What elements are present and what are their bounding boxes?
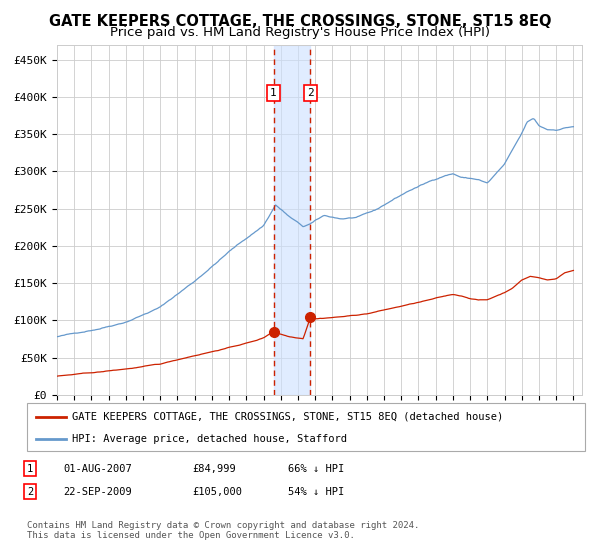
Text: £84,999: £84,999 — [192, 464, 236, 474]
Text: HPI: Average price, detached house, Stafford: HPI: Average price, detached house, Staf… — [72, 434, 347, 444]
Text: 1: 1 — [27, 464, 33, 474]
Text: GATE KEEPERS COTTAGE, THE CROSSINGS, STONE, ST15 8EQ (detached house): GATE KEEPERS COTTAGE, THE CROSSINGS, STO… — [72, 412, 503, 422]
Text: 01-AUG-2007: 01-AUG-2007 — [63, 464, 132, 474]
Text: Contains HM Land Registry data © Crown copyright and database right 2024.
This d: Contains HM Land Registry data © Crown c… — [27, 521, 419, 540]
Text: Price paid vs. HM Land Registry's House Price Index (HPI): Price paid vs. HM Land Registry's House … — [110, 26, 490, 39]
Text: 1: 1 — [270, 88, 277, 98]
Bar — [274, 45, 310, 395]
Text: 66% ↓ HPI: 66% ↓ HPI — [288, 464, 344, 474]
Text: £105,000: £105,000 — [192, 487, 242, 497]
Text: 22-SEP-2009: 22-SEP-2009 — [63, 487, 132, 497]
Text: 54% ↓ HPI: 54% ↓ HPI — [288, 487, 344, 497]
Text: GATE KEEPERS COTTAGE, THE CROSSINGS, STONE, ST15 8EQ: GATE KEEPERS COTTAGE, THE CROSSINGS, STO… — [49, 14, 551, 29]
Text: 2: 2 — [307, 88, 314, 98]
Text: 2: 2 — [27, 487, 33, 497]
